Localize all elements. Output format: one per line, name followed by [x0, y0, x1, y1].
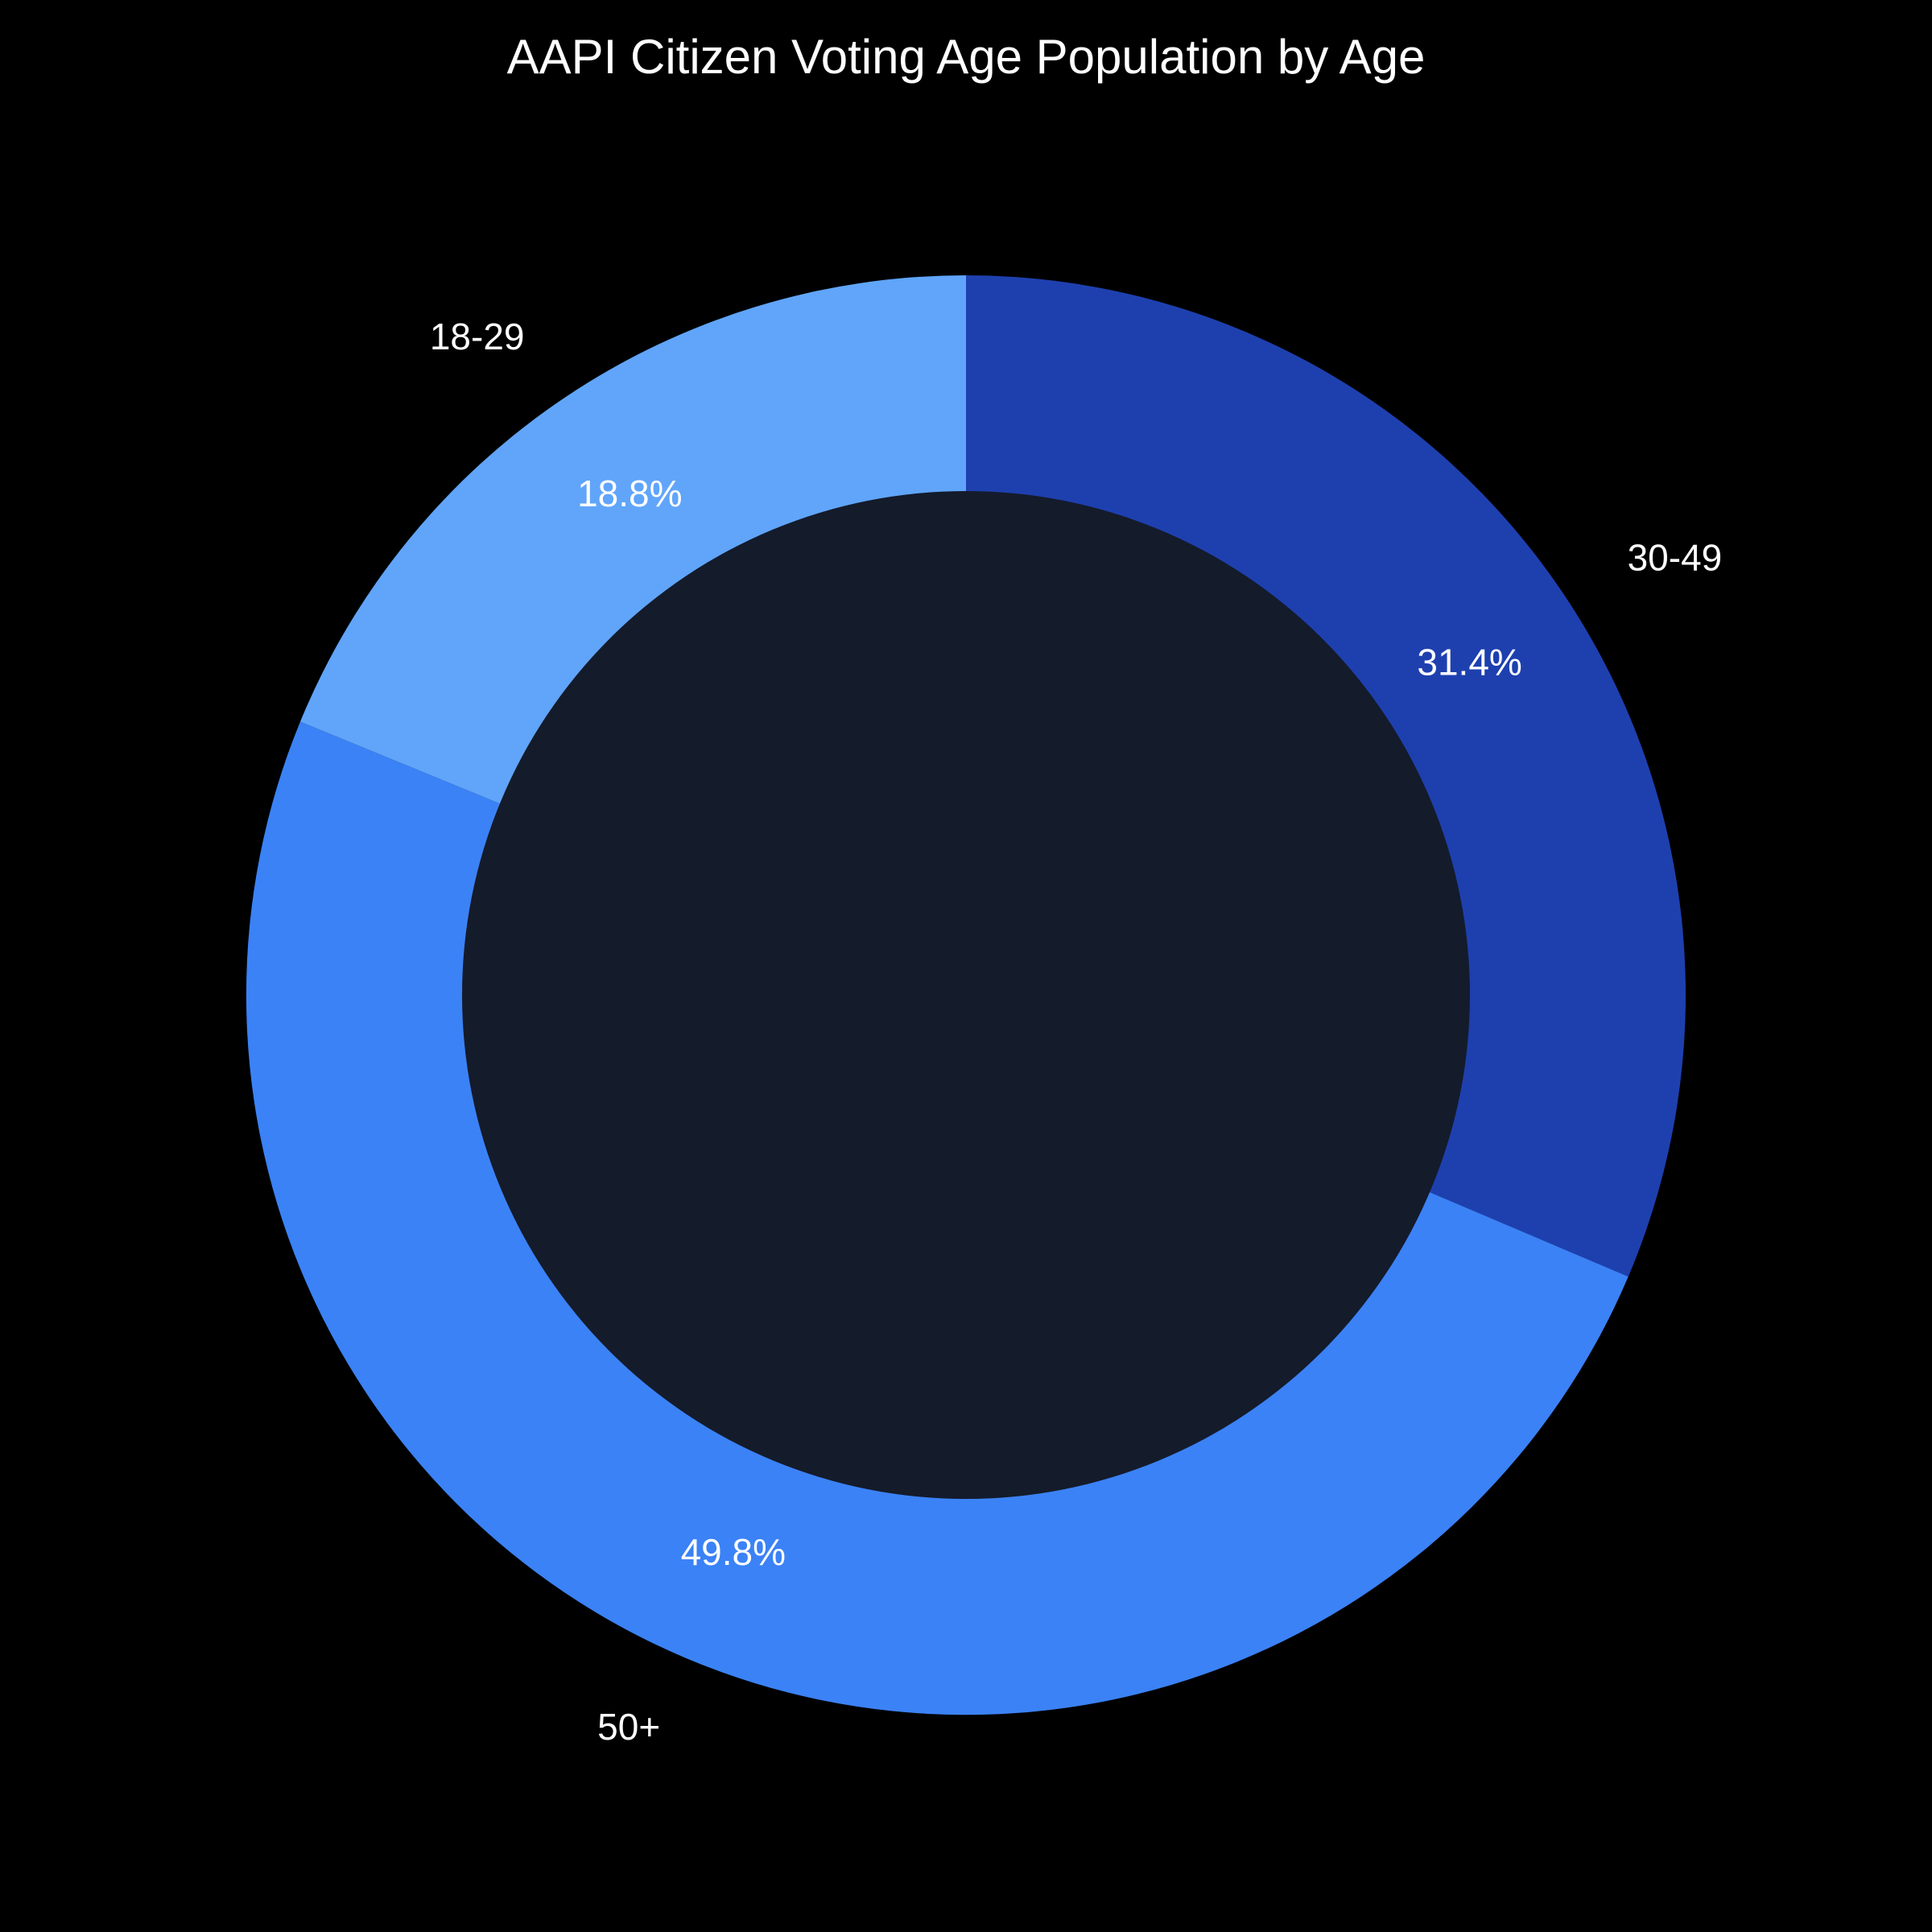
slice-label-30-49: 30-49	[1628, 537, 1723, 579]
slice-percent-50+: 49.8%	[681, 1531, 786, 1573]
slice-percent-30-49: 31.4%	[1417, 641, 1521, 683]
pie-labels-group: 31.4% 30-49 49.8% 50+ 18.8% 18-29	[430, 316, 1722, 1748]
donut-hole	[462, 491, 1470, 1499]
chart-title: AAPI Citizen Voting Age Population by Ag…	[507, 30, 1426, 84]
slice-label-50+: 50+	[597, 1706, 660, 1748]
slice-label-18-29: 18-29	[430, 316, 525, 357]
slice-percent-18-29: 18.8%	[577, 473, 682, 514]
